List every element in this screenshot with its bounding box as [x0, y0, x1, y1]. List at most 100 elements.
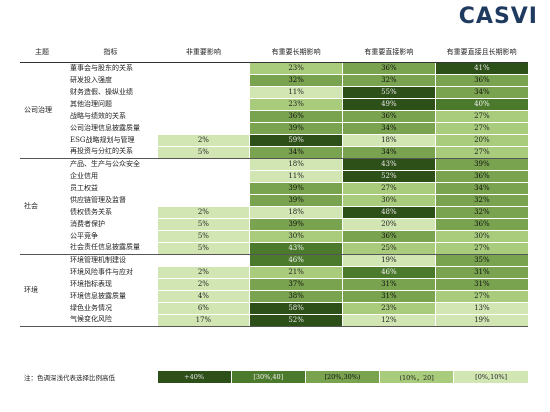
value-cell: 43% — [342, 157, 436, 170]
table-row: 公司治理信息披露质量 39% 34% 27% — [20, 121, 528, 134]
value-cell: 34% — [342, 121, 436, 134]
header-theme: 主题 — [20, 42, 64, 63]
legend-item: [30%,40] — [230, 371, 306, 383]
legend-row: 注：色调深浅代表选择比例高低 +40% [30%,40] [20%,30%) (10%… — [20, 371, 528, 383]
value-cell: 32% — [434, 205, 528, 218]
value-cell: 35% — [434, 253, 528, 266]
header-indicator: 指标 — [64, 42, 157, 63]
table-row: 债权债务关系 2% 18% 48% 32% — [20, 205, 528, 218]
casvi-logo: CASVI — [459, 4, 538, 29]
value-cell: 30% — [342, 193, 436, 206]
value-cell: 31% — [434, 265, 528, 278]
table-row: 其他治理问题 23% 49% 40% — [20, 97, 528, 110]
value-cell: 5% — [156, 229, 250, 242]
value-cell: 39% — [249, 121, 343, 134]
value-cell: 27% — [434, 121, 528, 134]
table-row: 环境风险事件与应对 2% 21% 46% 31% — [20, 265, 528, 278]
value-cell: 27% — [434, 145, 528, 159]
table-row: 财务造假、操纵业绩 11% 55% 34% — [20, 85, 528, 98]
value-cell: 38% — [249, 289, 343, 302]
table-row: 公平竞争 5% 30% 36% 30% — [20, 229, 528, 242]
legend-table: 注：色调深浅代表选择比例高低 +40% [30%,40] [20%,30%) (10%… — [20, 371, 528, 383]
value-cell: 39% — [249, 217, 343, 230]
indicator-cell: 消费者保护 — [70, 219, 105, 228]
value-cell: 31% — [342, 277, 436, 290]
value-cell: 48% — [342, 205, 436, 218]
value-cell: 58% — [249, 301, 343, 314]
value-cell — [156, 169, 250, 182]
indicator-cell: 公平竞争 — [70, 231, 98, 240]
value-cell: 31% — [342, 289, 436, 302]
value-cell: 36% — [342, 109, 436, 122]
value-cell: 19% — [342, 253, 436, 266]
value-cell: 2% — [156, 277, 250, 290]
impact-heat-table: 主题 指标 非重要影响 有重要长期影响 有重要直接影响 有重要直接且长期影响 公… — [20, 42, 528, 327]
table-row: 社会责任信息披露质量 5% 43% 25% 27% — [20, 241, 528, 255]
value-cell: 23% — [249, 97, 343, 110]
indicator-cell: 供应链管理及监督 — [70, 195, 126, 204]
table-header-row: 主题 指标 非重要影响 有重要长期影响 有重要直接影响 有重要直接且长期影响 — [20, 42, 528, 63]
value-cell: 43% — [249, 241, 343, 255]
table-row: 环境信息披露质量 4% 38% 31% 27% — [20, 289, 528, 302]
value-cell: 32% — [249, 73, 343, 86]
table-row: 环境 环境管理机制建设 46% 19% 35% — [20, 253, 528, 327]
indicator-cell: 公司治理信息披露质量 — [70, 123, 140, 132]
value-cell: 27% — [342, 181, 436, 194]
value-cell: 52% — [342, 169, 436, 182]
value-cell — [156, 109, 250, 122]
table-row: 再投资与分红的关系 5% 34% 34% 27% — [20, 145, 528, 159]
value-cell: 34% — [342, 145, 436, 159]
header-col-3: 有重要直接且长期影响 — [435, 42, 528, 63]
table-row: 社会 产品、生产与公众安全 18% 43% 39% — [20, 157, 528, 255]
indicator-cell: ESG战略规划与管理 — [70, 135, 135, 144]
value-cell: 37% — [249, 277, 343, 290]
value-cell: 18% — [249, 157, 343, 170]
value-cell: 13% — [434, 301, 528, 314]
value-cell: 46% — [342, 265, 436, 278]
table-row: 研发投入强度 32% 32% 36% — [20, 73, 528, 86]
value-cell: 40% — [434, 97, 528, 110]
indicator-cell: 气候变化风险 — [64, 314, 157, 327]
indicator-cell: 产品、生产与公众安全 — [70, 159, 140, 168]
value-cell: 12% — [342, 313, 436, 327]
value-cell: 5% — [156, 241, 250, 255]
legend-item: [0%,10%] — [453, 371, 528, 383]
table-row: ESG战略规划与管理 2% 59% 18% 20% — [20, 133, 528, 146]
indicator-cell: 社会责任信息披露质量 — [64, 242, 157, 255]
indicator-cell: 董事会与股东的关系 — [70, 63, 133, 72]
value-cell: 5% — [156, 145, 250, 159]
value-cell: 18% — [342, 133, 436, 146]
value-cell — [156, 193, 250, 206]
table-row: 战略与绩效的关系 36% 36% 27% — [20, 109, 528, 122]
value-cell: 49% — [342, 97, 436, 110]
value-cell: 5% — [156, 217, 250, 230]
value-cell: 6% — [156, 301, 250, 314]
legend-item: +40% — [156, 371, 232, 383]
value-cell: 36% — [434, 73, 528, 86]
value-cell — [156, 181, 250, 194]
value-cell: 27% — [434, 289, 528, 302]
value-cell: 21% — [249, 265, 343, 278]
value-cell: 20% — [434, 133, 528, 146]
value-cell: 52% — [249, 313, 343, 327]
value-cell: 27% — [434, 241, 528, 255]
value-cell — [156, 253, 250, 266]
value-cell: 17% — [156, 313, 250, 327]
value-cell — [156, 73, 250, 86]
value-cell: 4% — [156, 289, 250, 302]
value-cell — [156, 97, 250, 110]
indicator-cell: 员工权益 — [70, 183, 98, 192]
theme-cell: 公司治理 — [20, 62, 64, 159]
value-cell — [156, 157, 250, 170]
value-cell: 34% — [249, 145, 343, 159]
value-cell: 36% — [434, 217, 528, 230]
table-row: 环境指标表现 2% 37% 31% 31% — [20, 277, 528, 290]
value-cell: 41% — [434, 61, 528, 74]
table-row: 绿色业务情况 6% 58% 23% 13% — [20, 301, 528, 314]
value-cell: 34% — [434, 85, 528, 98]
value-cell: 30% — [249, 229, 343, 242]
value-cell: 36% — [342, 229, 436, 242]
indicator-cell: 其他治理问题 — [70, 99, 112, 108]
value-cell: 59% — [249, 133, 343, 146]
value-cell: 31% — [434, 277, 528, 290]
